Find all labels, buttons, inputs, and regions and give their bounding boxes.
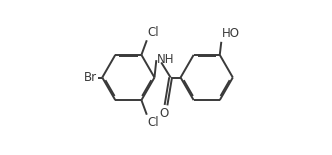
Text: Br: Br — [84, 71, 97, 84]
Text: HO: HO — [222, 27, 240, 40]
Text: Cl: Cl — [147, 26, 159, 39]
Text: O: O — [159, 107, 168, 120]
Text: NH: NH — [157, 53, 175, 66]
Text: Cl: Cl — [147, 116, 159, 129]
